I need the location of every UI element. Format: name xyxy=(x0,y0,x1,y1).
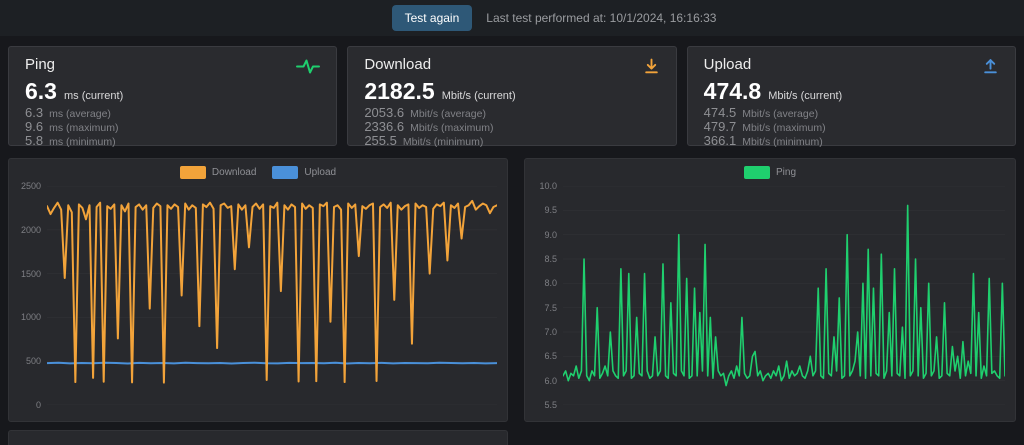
download-card: Download 2182.5 Mbit/s (current) 2053.6 … xyxy=(347,46,677,148)
ping-card-title: Ping xyxy=(25,56,56,73)
download-maximum-value: 2336.6 xyxy=(364,119,405,134)
legend-item-ping[interactable]: Ping xyxy=(743,166,796,179)
download-card-title: Download xyxy=(364,56,432,73)
y-axis-tick-label: 9.0 xyxy=(544,229,557,240)
speed-chart-y-axis: 2500 2000 1500 1000 500 0 xyxy=(15,181,41,410)
series-line-upload xyxy=(47,363,497,364)
y-axis-tick-label: 9.5 xyxy=(544,205,557,216)
legend-item-download[interactable]: Download xyxy=(179,166,257,179)
upload-average-value: 474.5 xyxy=(703,105,737,120)
y-axis-tick-label: 10.0 xyxy=(539,181,557,191)
download-average-unit: Mbit/s (average) xyxy=(410,108,486,120)
upload-average-row: 474.5 Mbit/s (average) xyxy=(703,105,999,120)
next-panel-partial xyxy=(8,430,508,445)
ping-maximum-value: 9.6 xyxy=(25,119,44,134)
y-axis-tick-label: 7.5 xyxy=(544,302,557,313)
download-minimum-value: 255.5 xyxy=(364,133,397,148)
download-maximum-unit: Mbit/s (maximum) xyxy=(410,122,494,134)
y-axis-tick-label: 6.0 xyxy=(544,375,557,386)
download-average-row: 2053.6 Mbit/s (average) xyxy=(364,105,659,120)
top-bar: Test again Last test performed at: 10/1/… xyxy=(0,0,1024,36)
ping-average-unit: ms (average) xyxy=(49,108,111,120)
ping-minimum-unit: ms (minimum) xyxy=(49,136,116,148)
y-axis-tick-label: 8.5 xyxy=(544,253,557,264)
download-minimum-row: 255.5 Mbit/s (minimum) xyxy=(364,133,659,148)
speed-chart-plot[interactable] xyxy=(47,186,497,405)
ping-minimum-row: 5.8 ms (minimum) xyxy=(25,133,320,148)
ping-chart-panel: Ping 10.0 9.5 9.0 8.5 8.0 7.5 7.0 6.5 6.0 5.5 xyxy=(524,158,1016,422)
y-axis-tick-label: 1000 xyxy=(20,312,41,323)
series-line-download xyxy=(47,201,497,383)
ping-maximum-row: 9.6 ms (maximum) xyxy=(25,119,320,134)
ping-chart-plot[interactable] xyxy=(563,186,1005,405)
download-minimum-unit: Mbit/s (minimum) xyxy=(402,136,484,148)
upload-maximum-row: 479.7 Mbit/s (maximum) xyxy=(703,119,999,134)
speed-chart-body: 2500 2000 1500 1000 500 0 xyxy=(15,181,497,410)
ping-chart-y-axis: 10.0 9.5 9.0 8.5 8.0 7.5 7.0 6.5 6.0 5.5 xyxy=(531,181,557,410)
download-maximum-row: 2336.6 Mbit/s (maximum) xyxy=(364,119,659,134)
series-line-ping xyxy=(563,205,1005,385)
upload-current-unit: Mbit/s (current) xyxy=(768,90,843,102)
upload-current-value: 474.8 xyxy=(703,78,762,104)
legend-label: Download xyxy=(211,167,257,178)
legend-label: Ping xyxy=(775,167,796,178)
legend-swatch xyxy=(743,166,770,179)
download-average-value: 2053.6 xyxy=(364,105,405,120)
y-axis-tick-label: 6.5 xyxy=(544,351,557,362)
ping-current-unit: ms (current) xyxy=(63,90,124,102)
last-test-timestamp: Last test performed at: 10/1/2024, 16:16… xyxy=(486,11,717,25)
upload-average-unit: Mbit/s (average) xyxy=(742,108,819,120)
legend-swatch xyxy=(272,166,299,179)
ping-average-row: 6.3 ms (average) xyxy=(25,105,320,120)
ping-minimum-value: 5.8 xyxy=(25,133,44,148)
download-current-value: 2182.5 xyxy=(364,78,435,104)
y-axis-tick-label: 5.5 xyxy=(544,400,557,410)
y-axis-tick-label: 7.0 xyxy=(544,326,557,337)
upload-minimum-row: 366.1 Mbit/s (minimum) xyxy=(703,133,999,148)
download-current-unit: Mbit/s (current) xyxy=(441,90,516,102)
summary-cards-row: Ping 6.3 ms (current) 6.3 ms (average) 9… xyxy=(8,46,1016,148)
pulse-icon xyxy=(296,58,321,80)
ping-chart-legend: Ping xyxy=(525,166,1015,179)
upload-maximum-unit: Mbit/s (maximum) xyxy=(742,122,826,134)
upload-maximum-value: 479.7 xyxy=(703,119,737,134)
y-axis-tick-label: 500 xyxy=(25,356,41,367)
y-axis-tick-label: 2000 xyxy=(20,224,41,235)
ping-maximum-unit: ms (maximum) xyxy=(49,122,119,134)
upload-minimum-value: 366.1 xyxy=(703,133,737,148)
upload-minimum-unit: Mbit/s (minimum) xyxy=(742,136,823,148)
download-arrow-icon xyxy=(643,58,660,80)
ping-chart-body: 10.0 9.5 9.0 8.5 8.0 7.5 7.0 6.5 6.0 5.5 xyxy=(531,181,1005,410)
y-axis-tick-label: 8.0 xyxy=(544,278,557,289)
y-axis-tick-label: 1500 xyxy=(20,268,41,279)
top-bar-group: Test again Last test performed at: 10/1/… xyxy=(391,5,717,31)
y-axis-tick-label: 2500 xyxy=(20,181,41,191)
test-again-button[interactable]: Test again xyxy=(391,5,473,31)
legend-swatch xyxy=(179,166,206,179)
speed-chart-panel: Download Upload 2500 2000 1500 1000 500 0 xyxy=(8,158,508,422)
legend-label: Upload xyxy=(304,167,337,178)
ping-average-value: 6.3 xyxy=(25,105,44,120)
y-axis-tick-label: 0 xyxy=(35,400,41,410)
legend-item-upload[interactable]: Upload xyxy=(272,166,336,179)
ping-current-value: 6.3 xyxy=(25,78,57,104)
upload-card: Upload 474.8 Mbit/s (current) 474.5 Mbit… xyxy=(686,46,1016,148)
speed-chart-legend: Download Upload xyxy=(9,166,507,179)
upload-card-title: Upload xyxy=(703,56,752,73)
charts-row: Download Upload 2500 2000 1500 1000 500 0 Ping… xyxy=(8,158,1016,422)
ping-card: Ping 6.3 ms (current) 6.3 ms (average) 9… xyxy=(8,46,338,148)
upload-arrow-icon xyxy=(982,58,999,80)
